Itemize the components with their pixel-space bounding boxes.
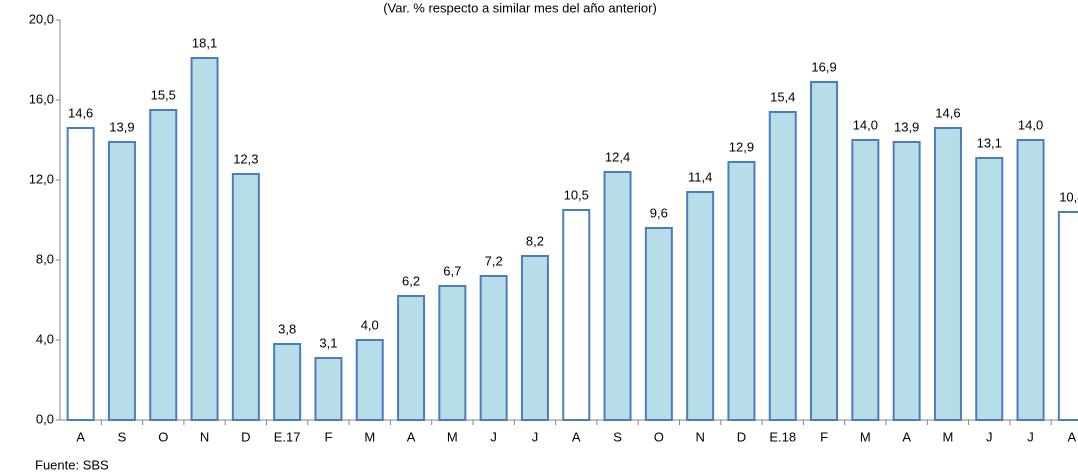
x-tick-label: A: [76, 429, 85, 444]
x-tick-label: O: [654, 429, 664, 444]
x-tick-label: N: [695, 429, 704, 444]
x-tick-label: D: [737, 429, 746, 444]
y-tick-label: 8,0: [36, 251, 54, 266]
data-label: 16,9: [811, 59, 836, 74]
x-tick-label: J: [1027, 429, 1034, 444]
bar: [603, 171, 632, 421]
x-tick-label: A: [1068, 429, 1077, 444]
bar: [231, 173, 260, 421]
bar: [851, 139, 880, 421]
x-tick-label: J: [490, 429, 497, 444]
bar: [1057, 211, 1078, 421]
data-label: 15,5: [151, 87, 176, 102]
data-label: 14,6: [68, 105, 93, 120]
x-tick-label: F: [324, 429, 332, 444]
bar: [686, 191, 715, 421]
bar: [314, 357, 343, 421]
data-label: 10,4: [1059, 189, 1078, 204]
bar: [562, 209, 591, 421]
bar: [727, 161, 756, 421]
data-label: 3,8: [278, 321, 296, 336]
x-tick-label: A: [572, 429, 581, 444]
data-label: 9,6: [650, 205, 668, 220]
x-tick-label: M: [364, 429, 375, 444]
x-tick-label: J: [986, 429, 993, 444]
data-label: 12,3: [233, 151, 258, 166]
bar: [190, 57, 219, 421]
bar: [810, 81, 839, 421]
bar: [397, 295, 426, 421]
data-label: 6,7: [443, 263, 461, 278]
bar: [66, 127, 95, 421]
bar: [768, 111, 797, 421]
y-tick-label: 16,0: [29, 91, 54, 106]
source-note: Fuente: SBS: [35, 457, 109, 472]
y-tick-label: 0,0: [36, 411, 54, 426]
data-label: 7,2: [485, 253, 503, 268]
bar: [438, 285, 467, 421]
x-tick-label: J: [532, 429, 539, 444]
x-tick-label: S: [118, 429, 127, 444]
x-tick-label: A: [902, 429, 911, 444]
data-label: 6,2: [402, 273, 420, 288]
data-label: 14,6: [935, 105, 960, 120]
bar: [479, 275, 508, 421]
x-tick-label: M: [447, 429, 458, 444]
data-label: 13,9: [109, 119, 134, 134]
x-tick-label: E.17: [274, 429, 301, 444]
bar: [107, 141, 136, 421]
bar: [520, 255, 549, 421]
x-tick-label: N: [200, 429, 209, 444]
data-label: 4,0: [361, 317, 379, 332]
data-label: 13,9: [894, 119, 919, 134]
bar: [975, 157, 1004, 421]
y-tick-label: 12,0: [29, 171, 54, 186]
x-tick-label: S: [613, 429, 622, 444]
bar: [273, 343, 302, 421]
data-label: 14,0: [1018, 117, 1043, 132]
data-label: 15,4: [770, 89, 795, 104]
data-label: 13,1: [977, 135, 1002, 150]
data-label: 11,4: [688, 169, 712, 184]
x-tick-label: M: [943, 429, 954, 444]
x-tick-label: F: [820, 429, 828, 444]
x-tick-label: D: [241, 429, 250, 444]
x-tick-label: A: [407, 429, 416, 444]
data-label: 18,1: [192, 35, 217, 50]
bar: [1016, 139, 1045, 421]
bar: [933, 127, 962, 421]
x-tick-label: E.18: [769, 429, 796, 444]
data-label: 12,9: [729, 139, 754, 154]
bar: [892, 141, 921, 421]
data-label: 14,0: [853, 117, 878, 132]
data-label: 8,2: [526, 233, 544, 248]
data-label: 3,1: [319, 335, 337, 350]
data-label: 12,4: [605, 149, 630, 164]
data-label: 10,5: [564, 187, 589, 202]
x-tick-label: M: [860, 429, 871, 444]
y-tick-label: 4,0: [36, 331, 54, 346]
x-tick-label: O: [158, 429, 168, 444]
y-tick-label: 20,0: [29, 11, 54, 26]
bar: [644, 227, 673, 421]
bar: [149, 109, 178, 421]
chart-subtitle: (Var. % respecto a similar mes del año a…: [383, 0, 657, 15]
bar: [355, 339, 384, 421]
